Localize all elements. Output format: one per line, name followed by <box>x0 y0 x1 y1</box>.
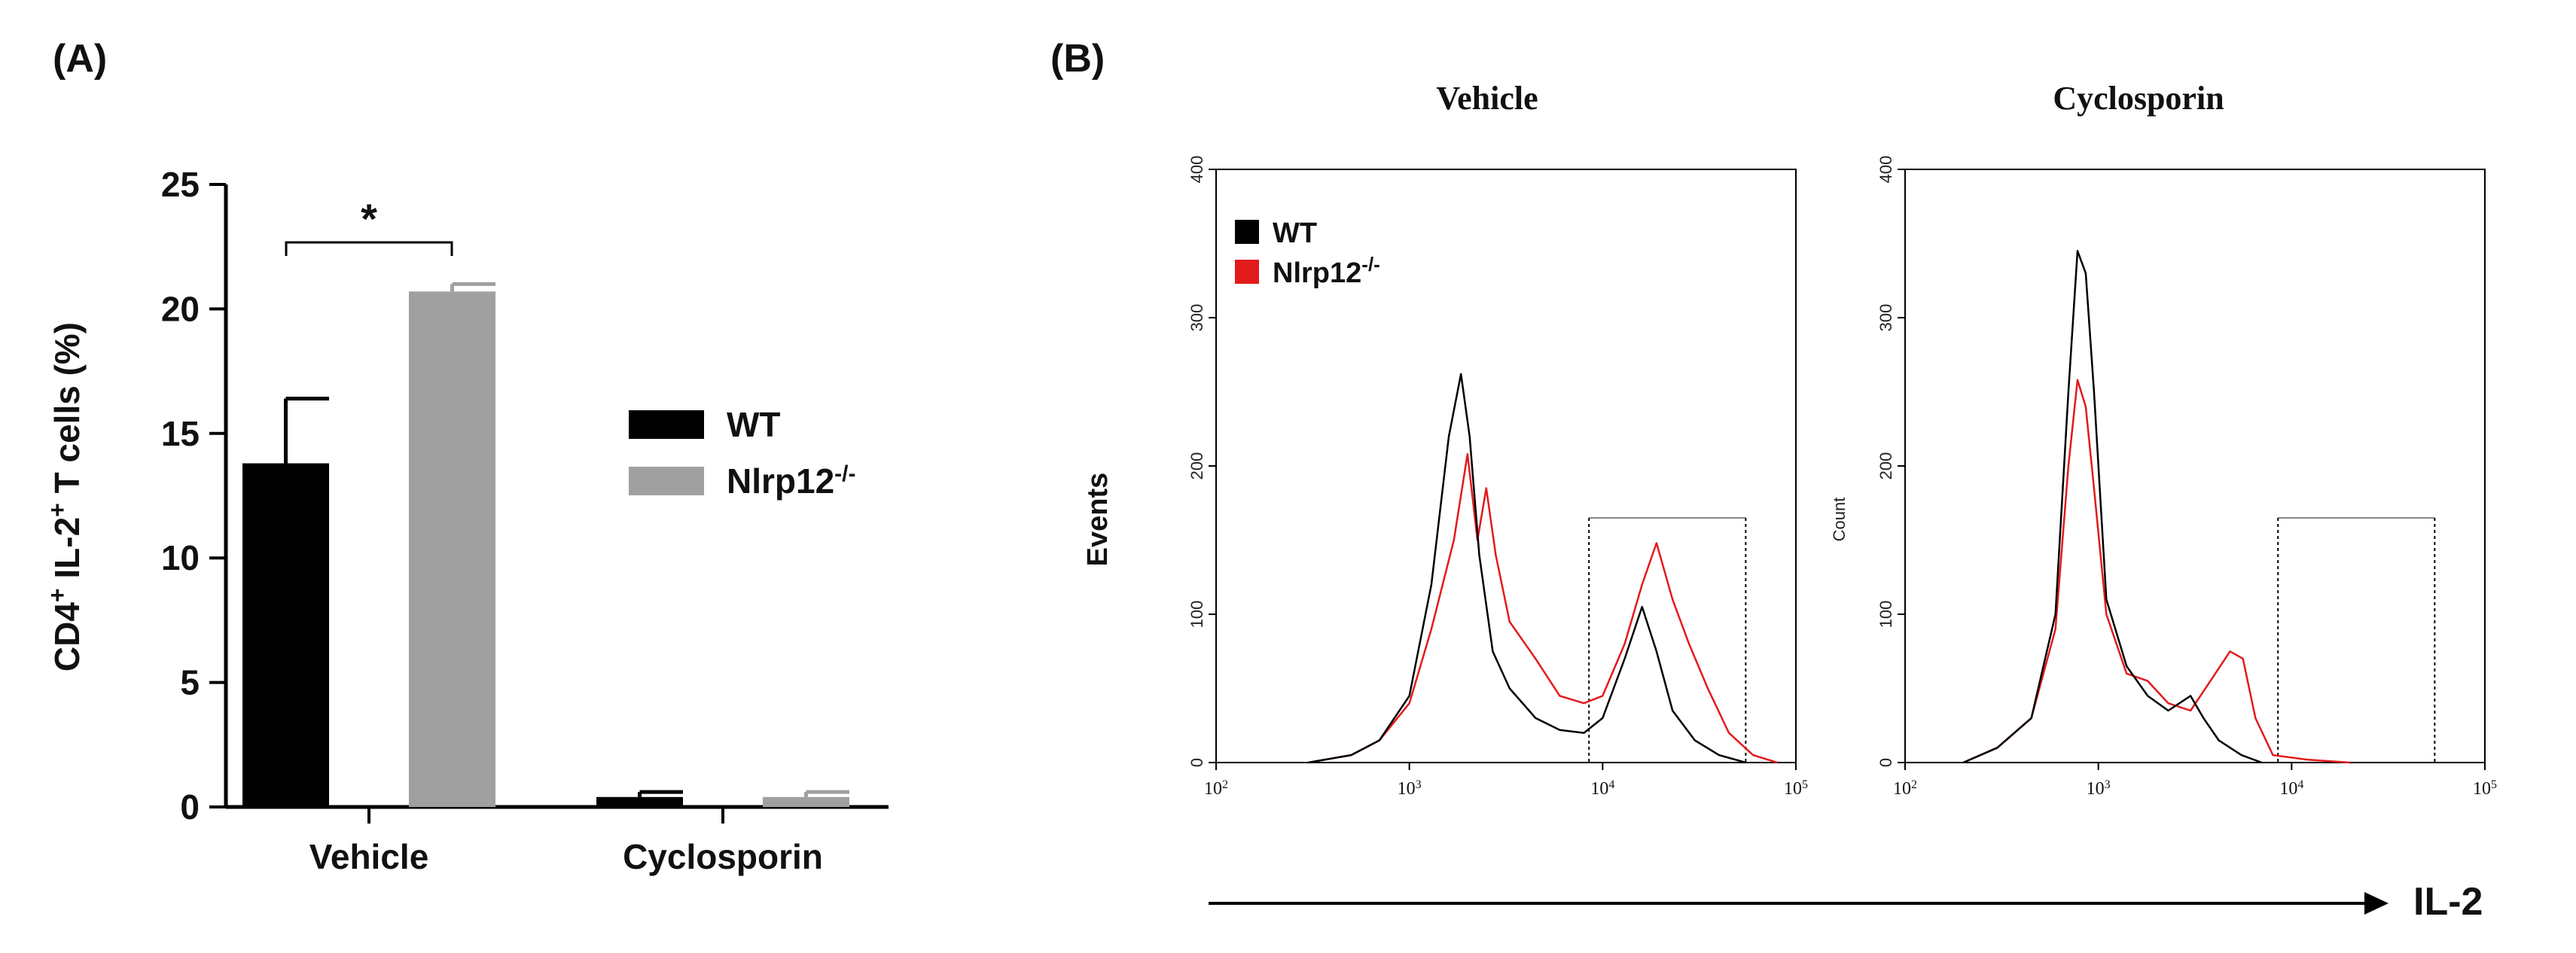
legend-label-wt: WT <box>727 405 781 444</box>
bar-wt <box>242 463 329 807</box>
legend-swatch-nlrp12 <box>629 467 704 495</box>
significance-star: * <box>361 195 377 242</box>
histogram-legend-label-wt: WT <box>1273 218 1317 249</box>
y-tick-label: 10 <box>161 538 200 577</box>
histogram-legend-swatch-nlrp12 <box>1235 260 1259 284</box>
x-tick-label: 103 <box>1398 778 1422 799</box>
y-tick-label: 400 <box>1876 156 1895 184</box>
histogram-frame <box>1904 169 2486 763</box>
flow-histogram-panel-b: Vehicle Cyclosporin Events Count 0 100 200… <box>1082 80 2497 924</box>
bar-chart-panel-a: 0 5 10 15 20 25 Vehicle Cyclosporin CD4+ IL-2+… <box>44 165 889 876</box>
y-axis-label-events: Events <box>1082 473 1114 567</box>
histogram-line-nlrp12 <box>1962 379 2350 764</box>
bar-nlrp12 <box>409 291 495 807</box>
y-tick-label: 15 <box>161 414 200 453</box>
y-tick-label: 0 <box>180 787 200 827</box>
y-tick-label: 100 <box>1876 601 1895 629</box>
y-tick-label: 400 <box>1187 156 1206 184</box>
bar-wt <box>596 796 683 807</box>
y-tick-label: 0 <box>1876 758 1895 767</box>
bar-nlrp12 <box>763 796 849 807</box>
il2-arrow-head <box>2364 892 2389 915</box>
x-tick-label: 104 <box>1590 778 1614 799</box>
y-tick-label: 200 <box>1876 452 1895 480</box>
subplot-title-vehicle: Vehicle <box>1436 80 1538 117</box>
y-tick-label: 300 <box>1876 304 1895 332</box>
y-tick-label: 100 <box>1187 601 1206 629</box>
y-tick-label: 20 <box>161 289 200 328</box>
x-tick-label: Vehicle <box>309 837 429 876</box>
x-tick-label: Cyclosporin <box>623 837 823 876</box>
histogram-legend-swatch-wt <box>1235 220 1259 244</box>
x-tick-label: 104 <box>2279 778 2303 799</box>
y-axis-label-count: Count <box>1830 498 1849 542</box>
y-tick-label: 0 <box>1187 758 1206 767</box>
x-tick-label: 103 <box>2087 778 2111 799</box>
significance-bracket <box>285 241 453 256</box>
y-tick-label: 200 <box>1187 452 1206 480</box>
y-tick-label: 25 <box>161 165 200 204</box>
legend-label-nlrp12: Nlrp12-/- <box>727 461 856 501</box>
histogram-line-wt <box>1962 250 2263 764</box>
x-axis-label-il2: IL-2 <box>2413 880 2483 924</box>
y-axis-label: CD4+ IL-2+ T cells (%) <box>44 322 87 671</box>
histogram-legend-label-nlrp12: Nlrp12-/- <box>1273 253 1380 289</box>
panel-a-label: (A) <box>53 37 107 81</box>
y-tick-label: 300 <box>1187 304 1206 332</box>
subplot-title-cyclosporin: Cyclosporin <box>2053 80 2224 117</box>
x-tick-label: 105 <box>2473 778 2497 799</box>
y-tick-label: 5 <box>180 663 200 702</box>
histogram-line-wt <box>1308 373 1746 764</box>
x-tick-label: 105 <box>1784 778 1808 799</box>
panel-b-label: (B) <box>1050 37 1105 81</box>
legend-swatch-wt <box>629 410 704 439</box>
x-tick-label: 102 <box>1893 778 1917 799</box>
x-tick-label: 102 <box>1204 778 1228 799</box>
histogram-line-nlrp12 <box>1308 452 1778 764</box>
